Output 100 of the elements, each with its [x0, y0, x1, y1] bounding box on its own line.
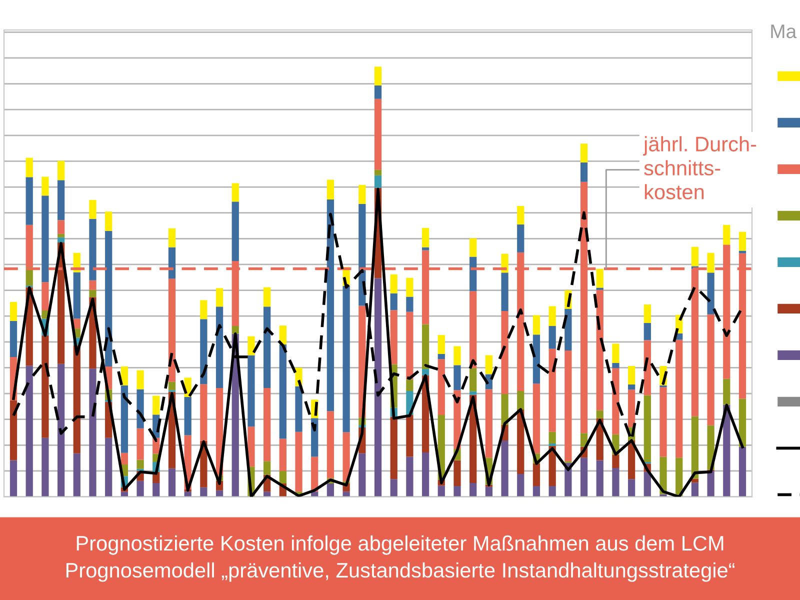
bar: [374, 278, 382, 497]
bar: [548, 306, 556, 326]
bar: [10, 460, 18, 497]
bar: [548, 443, 556, 446]
bar: [390, 293, 398, 310]
bar: [644, 304, 651, 323]
legend-title: Ma: [771, 24, 797, 38]
bar: [691, 482, 699, 497]
bar: [73, 318, 80, 329]
bar: [517, 390, 524, 410]
bar: [342, 432, 350, 482]
bar: [264, 306, 271, 388]
bar: [612, 468, 620, 497]
bar: [517, 474, 524, 497]
bar: [326, 180, 334, 200]
bar: [517, 206, 524, 224]
bar: [136, 480, 144, 497]
bar: [676, 340, 683, 458]
bar: [42, 176, 49, 196]
bar: [438, 354, 445, 360]
bar: [136, 428, 144, 460]
bar: [612, 454, 620, 468]
bar: [168, 278, 176, 382]
bar: [691, 478, 699, 483]
bar: [120, 385, 128, 453]
bar: [279, 470, 286, 484]
bar: [470, 256, 477, 292]
bar: [501, 272, 508, 311]
bar: [26, 366, 33, 497]
bar: [216, 288, 224, 307]
bar: [10, 400, 18, 460]
bar: [470, 291, 477, 368]
bar: [470, 368, 477, 392]
bar: [422, 228, 430, 248]
bar: [232, 326, 239, 334]
bar: [57, 160, 65, 180]
bar: [152, 396, 160, 415]
bar: [422, 247, 430, 250]
bar: [152, 483, 160, 497]
bar: [168, 382, 176, 390]
bar: [406, 312, 414, 380]
bar: [738, 232, 746, 251]
bar: [89, 280, 96, 290]
bar: [374, 170, 382, 176]
bar: [57, 180, 65, 220]
bar: [612, 368, 620, 434]
bar: [532, 315, 540, 335]
bar: [168, 247, 176, 279]
bar: [612, 363, 620, 368]
bar: [628, 384, 636, 390]
bar: [120, 452, 128, 465]
bar: [342, 492, 350, 497]
bar: [248, 336, 255, 356]
bar: [660, 387, 667, 457]
legend-label: jährl. Durch- schnitts- kosten: [643, 136, 756, 200]
bar: [596, 410, 604, 418]
bar: [168, 468, 176, 497]
bar: [564, 350, 572, 462]
bar: [438, 335, 445, 354]
bar: [279, 438, 286, 471]
bar: [517, 224, 524, 252]
bar: [422, 369, 430, 376]
bar: [311, 456, 318, 492]
bar: [264, 388, 271, 462]
bar: [454, 460, 461, 486]
bar: [326, 200, 334, 412]
bar: [596, 290, 604, 410]
bar: [580, 162, 588, 182]
bar: [57, 237, 65, 243]
bar: [232, 202, 239, 262]
bar: [470, 391, 477, 395]
bar: [548, 432, 556, 444]
bar: [264, 461, 271, 475]
bar: [390, 479, 398, 497]
bar: [10, 302, 18, 321]
bar: [738, 398, 746, 447]
bar: [596, 268, 604, 288]
bar: [57, 364, 65, 497]
bar: [580, 144, 588, 163]
bar: [326, 411, 334, 478]
bar: [422, 452, 430, 497]
bar: [374, 66, 382, 86]
bar: [406, 296, 414, 312]
bar: [485, 389, 492, 458]
bar: [120, 366, 128, 386]
bar: [454, 486, 461, 497]
bar: [10, 320, 18, 357]
bar: [374, 86, 382, 99]
bar: [390, 274, 398, 294]
bar: [295, 386, 302, 432]
bar: [136, 370, 144, 390]
bar: [232, 183, 239, 202]
bar: [454, 346, 461, 366]
bar: [264, 287, 271, 307]
bar: [295, 432, 302, 492]
bar: [738, 250, 746, 254]
bar: [57, 220, 65, 234]
bar: [501, 394, 508, 425]
bar: [628, 479, 636, 497]
bar: [548, 326, 556, 349]
